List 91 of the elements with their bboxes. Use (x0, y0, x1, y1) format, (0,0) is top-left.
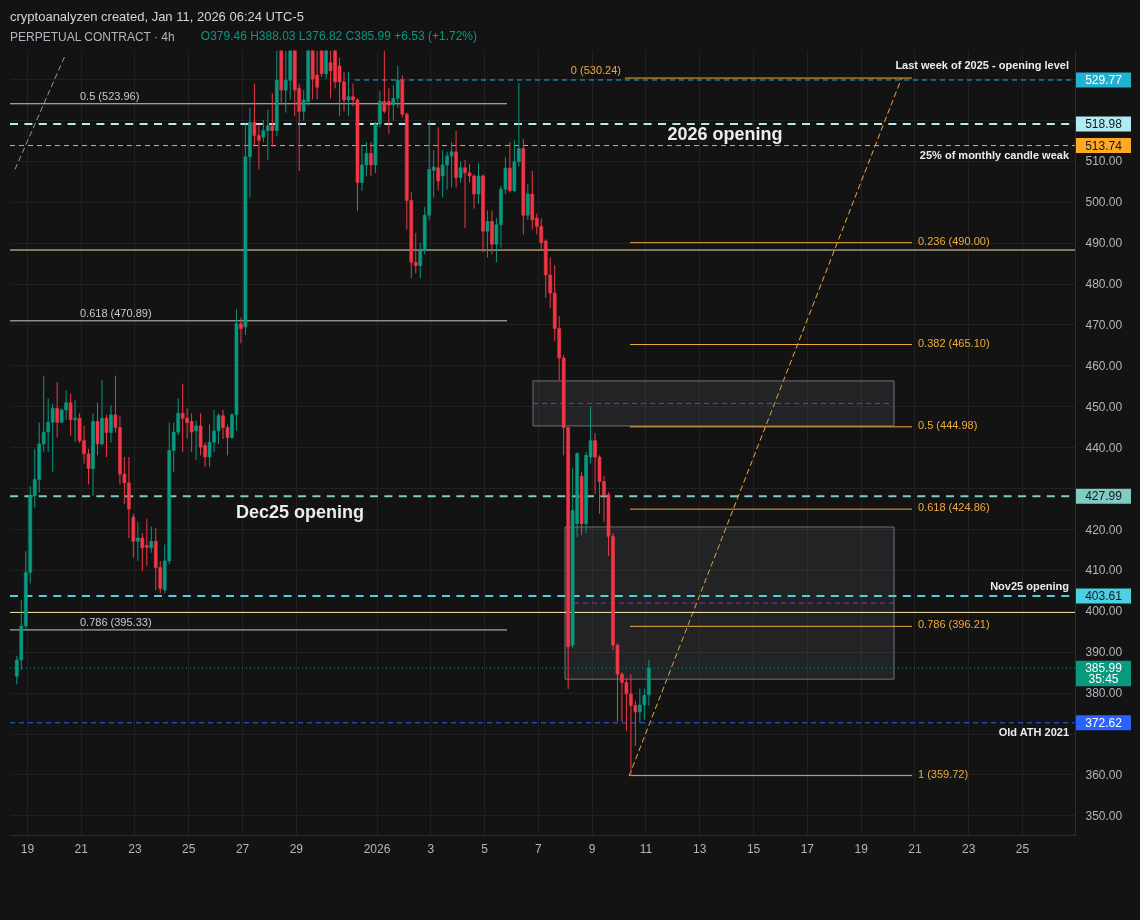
annotation: 427.99 (1085, 489, 1123, 504)
candlestick (261, 119, 266, 143)
candlestick (68, 393, 73, 437)
x-tick-label: 13 (693, 841, 707, 856)
candlestick (440, 149, 445, 198)
ref-line-label: Nov25 opening (990, 580, 1069, 593)
x-tick-label: 25 (1015, 841, 1030, 856)
candlestick (55, 381, 59, 438)
ref-line-label: 0.618 (470.89) (80, 306, 152, 319)
ref-line-label: 0 (530.24) (570, 64, 621, 77)
x-tick-label: 2026 (363, 841, 391, 856)
x-tick-label: 5 (481, 841, 489, 856)
candlestick (485, 209, 490, 258)
candlestick (369, 141, 373, 177)
text: O379.46 H388.03 L376.82 C385.99 +6.53 (+1.72%) (200, 29, 478, 43)
y-tick-label: 450.00 (1085, 399, 1123, 414)
candlestick (189, 412, 194, 453)
chart-title: cryptoanalyzen created, Jan 11, 2026 06:24 UTC-5 (10, 9, 304, 24)
candlestick (270, 92, 275, 148)
x-tick-label: 15 (746, 841, 761, 856)
x-tick-label: 9 (588, 841, 596, 856)
x-tick-label: 17 (800, 841, 815, 856)
annotation: 513.74 (1085, 138, 1123, 153)
candlestick (136, 521, 140, 562)
candlestick (436, 126, 440, 192)
ref-line-label: 0.382 (465.10) (918, 336, 990, 349)
candlestick (180, 383, 185, 453)
x-tick-label: 3 (427, 841, 435, 856)
y-tick-label: 490.00 (1085, 236, 1123, 251)
y-tick-label: 470.00 (1085, 317, 1123, 332)
chart-subtitle: PERPETUAL CONTRACT · 4h (10, 30, 175, 44)
x-tick-label: 23 (962, 841, 976, 856)
ref-line-label: 2026 opening (667, 124, 783, 145)
ref-line-label: 0.5 (523.96) (80, 89, 140, 102)
y-tick-label: 360.00 (1085, 767, 1123, 782)
ref-line-label: Old ATH 2021 (998, 725, 1069, 738)
ref-line-label: 0.236 (490.00) (918, 234, 990, 247)
x-tick-label: 7 (535, 841, 543, 856)
x-tick-label: 19 (854, 841, 869, 856)
candlestick (50, 402, 55, 473)
x-tick-label: 27 (235, 841, 250, 856)
candlestick (140, 532, 145, 572)
ref-line-label: Last week of 2025 - opening level (895, 58, 1069, 71)
y-tick-label: 350.00 (1085, 808, 1123, 823)
y-tick-label: 460.00 (1085, 358, 1123, 373)
candlestick (95, 402, 100, 456)
candlestick (346, 71, 351, 117)
candlestick (324, 50, 328, 80)
y-tick-label: 380.00 (1085, 686, 1123, 701)
ref-line-label: 0.5 (444.98) (918, 418, 978, 431)
y-tick-label: 390.00 (1085, 645, 1123, 660)
x-tick-label: 11 (639, 841, 653, 856)
y-tick-label: 510.00 (1085, 154, 1123, 169)
annotation: 403.61 (1085, 589, 1123, 604)
y-tick-label: 500.00 (1085, 195, 1123, 210)
y-tick-label: 410.00 (1085, 563, 1123, 578)
annotation: 518.98 (1085, 117, 1123, 132)
y-tick-label: 480.00 (1085, 277, 1123, 292)
y-tick-label: 400.00 (1085, 604, 1123, 619)
x-tick-label: 23 (128, 841, 142, 856)
ref-line-label: 25% of monthly candle weak (919, 148, 1070, 161)
ref-line-label: Dec25 opening (236, 502, 365, 523)
x-tick-label: 29 (289, 841, 304, 856)
annotation: 372.62 (1085, 715, 1123, 730)
candlestick (73, 399, 77, 443)
x-tick-label: 21 (908, 841, 922, 856)
x-tick-label: 19 (20, 841, 35, 856)
candlestick (194, 420, 198, 461)
candlestick (328, 50, 333, 99)
candlestick (104, 414, 109, 458)
candlestick (283, 50, 288, 114)
ref-line-label: 0.786 (396.21) (918, 618, 990, 631)
x-tick-label: 25 (182, 841, 196, 856)
candlestick (449, 141, 454, 188)
candlestick (239, 317, 243, 344)
ref-line-label: 0.618 (424.86) (918, 501, 990, 514)
candlestick (526, 183, 530, 221)
candlestick (508, 141, 512, 193)
x-tick-label: 21 (74, 841, 89, 856)
candlestick (149, 526, 154, 554)
candlestick (458, 161, 463, 184)
ref-line-label: 0.786 (395.33) (80, 615, 152, 628)
annotation: 529.77 (1085, 72, 1123, 87)
candlestick (476, 162, 481, 205)
candlestick (391, 84, 396, 122)
y-tick-label: 420.00 (1085, 522, 1123, 537)
ref-line-label: 1 (359.72) (918, 767, 969, 780)
candlestick (109, 404, 113, 443)
candlestick (490, 209, 494, 255)
annotation: 35:45 (1088, 671, 1119, 686)
y-tick-label: 440.00 (1085, 440, 1123, 455)
